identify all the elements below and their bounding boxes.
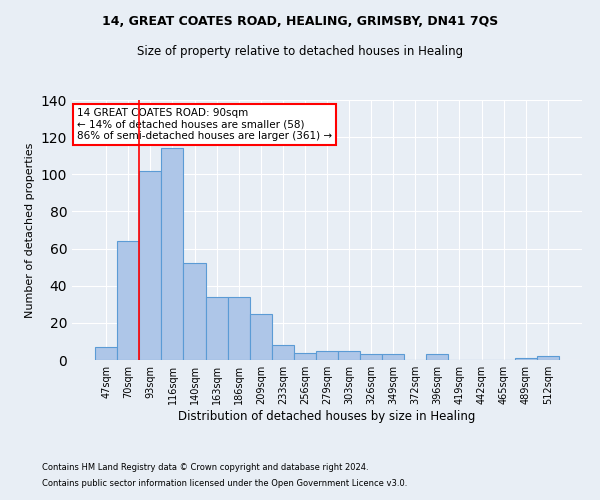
Bar: [95, 347, 117, 360]
Text: Contains public sector information licensed under the Open Government Licence v3: Contains public sector information licen…: [42, 478, 407, 488]
Bar: [360, 354, 382, 360]
Bar: [515, 358, 537, 360]
Y-axis label: Number of detached properties: Number of detached properties: [25, 142, 35, 318]
Bar: [338, 350, 360, 360]
Bar: [294, 352, 316, 360]
Bar: [272, 345, 294, 360]
Text: 14 GREAT COATES ROAD: 90sqm
← 14% of detached houses are smaller (58)
86% of sem: 14 GREAT COATES ROAD: 90sqm ← 14% of det…: [77, 108, 332, 141]
Bar: [117, 241, 139, 360]
Bar: [184, 264, 206, 360]
Bar: [227, 297, 250, 360]
Text: 14, GREAT COATES ROAD, HEALING, GRIMSBY, DN41 7QS: 14, GREAT COATES ROAD, HEALING, GRIMSBY,…: [102, 15, 498, 28]
Bar: [206, 297, 227, 360]
Bar: [250, 314, 272, 360]
Text: Contains HM Land Registry data © Crown copyright and database right 2024.: Contains HM Land Registry data © Crown c…: [42, 464, 368, 472]
X-axis label: Distribution of detached houses by size in Healing: Distribution of detached houses by size …: [178, 410, 476, 423]
Bar: [316, 350, 338, 360]
Bar: [537, 356, 559, 360]
Bar: [139, 170, 161, 360]
Bar: [161, 148, 184, 360]
Bar: [427, 354, 448, 360]
Text: Size of property relative to detached houses in Healing: Size of property relative to detached ho…: [137, 45, 463, 58]
Bar: [382, 354, 404, 360]
